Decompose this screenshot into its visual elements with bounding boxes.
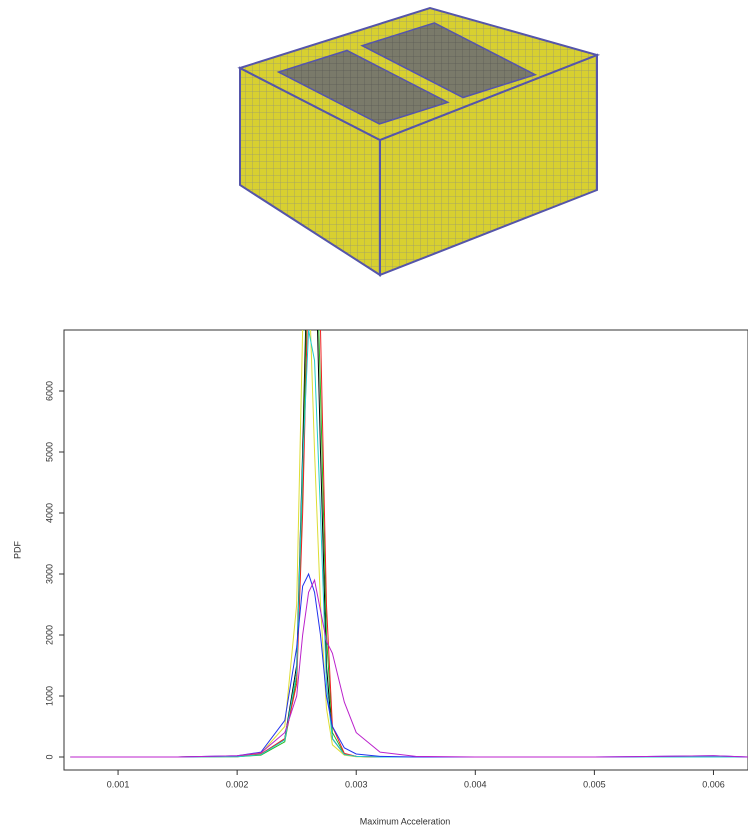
- x-axis-title: Maximum Acceleration: [360, 816, 451, 826]
- y-tick-label: 2000: [44, 625, 54, 645]
- page: Maximum Acceleration PDF 0.001 0.002 0.003…: [0, 0, 748, 832]
- y-tick-label: 1000: [44, 686, 54, 706]
- x-tick-label: 0.002: [226, 779, 249, 789]
- mesh-block: [240, 8, 597, 275]
- pdf-curve: [70, 208, 748, 757]
- y-tick-label: 6000: [44, 381, 54, 401]
- x-tick-label: 0.005: [583, 779, 606, 789]
- x-tick-label: 0.004: [464, 779, 487, 789]
- y-tick-label: 0: [44, 754, 54, 759]
- y-axis-title: PDF: [12, 540, 22, 559]
- x-tick-label: 0.001: [107, 779, 130, 789]
- y-tick-label: 3000: [44, 564, 54, 584]
- pdf-curve: [70, 574, 748, 757]
- pdf-curve: [70, 269, 748, 757]
- y-tick-label: 5000: [44, 442, 54, 462]
- x-tick-label: 0.003: [345, 779, 368, 789]
- y-tick-label: 4000: [44, 503, 54, 523]
- pdf-curve: [70, 330, 748, 757]
- pdf-curve: [70, 580, 748, 757]
- x-tick-label: 0.006: [702, 779, 725, 789]
- plot-frame: [64, 330, 748, 770]
